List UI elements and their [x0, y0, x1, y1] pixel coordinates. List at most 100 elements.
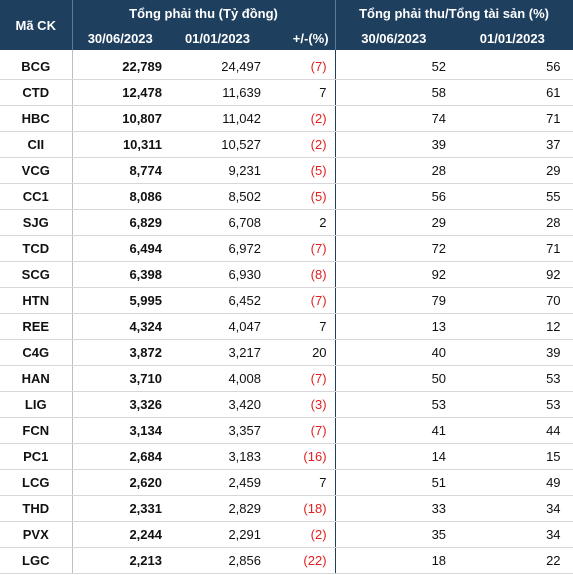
stock-code-cell: CC1 — [0, 183, 73, 210]
receivables-jan-2023-cell: 6,452 — [168, 287, 267, 314]
receivables-jun-2023-cell: 8,774 — [72, 157, 168, 184]
table-row: TCD 6,494 6,972 (7) 72 71 — [0, 235, 573, 262]
stock-code-cell: BCG — [0, 50, 73, 80]
ratio-jan-2023-cell: 71 — [452, 235, 573, 262]
receivables-jan-2023-cell: 11,639 — [168, 79, 267, 106]
change-percent-cell: 20 — [267, 339, 336, 366]
ratio-jan-2023-cell: 53 — [452, 365, 573, 392]
ratio-jan-2023-cell: 28 — [452, 209, 573, 236]
receivables-jun-2023-cell: 3,710 — [72, 365, 168, 392]
ratio-jan-2023-cell: 15 — [452, 443, 573, 470]
table-row: CII 10,311 10,527 (2) 39 37 — [0, 131, 573, 158]
ratio-jan-2023-cell: 61 — [452, 79, 573, 106]
change-percent-cell: (7) — [267, 287, 336, 314]
stock-code-cell: HBC — [0, 105, 73, 132]
ratio-jan-2023-cell: 70 — [452, 287, 573, 314]
table-body: BCG 22,789 24,497 (7) 52 56 CTD 12,478 11,639 7 58… — [0, 50, 573, 574]
change-percent-cell: 7 — [267, 469, 336, 496]
ratio-jan-2023-cell: 12 — [452, 313, 573, 340]
ratio-jun-2023-cell: 74 — [335, 105, 453, 132]
stock-code-cell: SCG — [0, 261, 73, 288]
ratio-jan-2023-cell: 53 — [452, 391, 573, 418]
change-percent-cell: (2) — [267, 131, 336, 158]
change-percent-cell: (7) — [267, 417, 336, 444]
change-percent-cell: (5) — [267, 157, 336, 184]
table-row: THD 2,331 2,829 (18) 33 34 — [0, 495, 573, 522]
ratio-jun-2023-cell: 58 — [335, 79, 453, 106]
receivables-jun-2023-cell: 10,807 — [72, 105, 168, 132]
receivables-jan-2023-cell: 2,291 — [168, 521, 267, 548]
change-percent-cell: (2) — [267, 105, 336, 132]
table-row: VCG 8,774 9,231 (5) 28 29 — [0, 157, 573, 184]
ratio-jun-2023-cell: 18 — [335, 547, 453, 574]
stock-code-cell: LGC — [0, 547, 73, 574]
table-row: LIG 3,326 3,420 (3) 53 53 — [0, 391, 573, 418]
receivables-jun-2023-cell: 4,324 — [72, 313, 168, 340]
stock-code-cell: CTD — [0, 79, 73, 106]
ratio-jun-2023-cell: 92 — [335, 261, 453, 288]
receivables-jun-2023-cell: 5,995 — [72, 287, 168, 314]
table-row: HTN 5,995 6,452 (7) 79 70 — [0, 287, 573, 314]
table-row: HAN 3,710 4,008 (7) 50 53 — [0, 365, 573, 392]
table-row: HBC 10,807 11,042 (2) 74 71 — [0, 105, 573, 132]
header-stock-code: Mã CK — [0, 0, 73, 50]
ratio-jan-2023-cell: 71 — [452, 105, 573, 132]
receivables-jan-2023-cell: 6,972 — [168, 235, 267, 262]
receivables-jan-2023-cell: 3,183 — [168, 443, 267, 470]
stock-code-cell: PC1 — [0, 443, 73, 470]
stock-code-cell: THD — [0, 495, 73, 522]
receivables-jan-2023-cell: 2,459 — [168, 469, 267, 496]
stock-code-cell: PVX — [0, 521, 73, 548]
receivables-jun-2023-cell: 12,478 — [72, 79, 168, 106]
header-ratio-date-jun-2023: 30/06/2023 — [335, 26, 453, 50]
receivables-jan-2023-cell: 3,420 — [168, 391, 267, 418]
receivables-jun-2023-cell: 2,331 — [72, 495, 168, 522]
stock-code-cell: FCN — [0, 417, 73, 444]
change-percent-cell: (3) — [267, 391, 336, 418]
receivables-jun-2023-cell: 2,244 — [72, 521, 168, 548]
ratio-jun-2023-cell: 39 — [335, 131, 453, 158]
receivables-jun-2023-cell: 8,086 — [72, 183, 168, 210]
ratio-jun-2023-cell: 53 — [335, 391, 453, 418]
receivables-jun-2023-cell: 2,684 — [72, 443, 168, 470]
change-percent-cell: (2) — [267, 521, 336, 548]
ratio-jun-2023-cell: 51 — [335, 469, 453, 496]
receivables-jun-2023-cell: 3,326 — [72, 391, 168, 418]
table-row: LGC 2,213 2,856 (22) 18 22 — [0, 547, 573, 574]
receivables-jan-2023-cell: 4,047 — [168, 313, 267, 340]
ratio-jan-2023-cell: 39 — [452, 339, 573, 366]
ratio-jun-2023-cell: 56 — [335, 183, 453, 210]
stock-code-cell: SJG — [0, 209, 73, 236]
stock-code-cell: C4G — [0, 339, 73, 366]
ratio-jan-2023-cell: 22 — [452, 547, 573, 574]
change-percent-cell: (8) — [267, 261, 336, 288]
table-row: C4G 3,872 3,217 20 40 39 — [0, 339, 573, 366]
receivables-jan-2023-cell: 2,856 — [168, 547, 267, 574]
receivables-jan-2023-cell: 3,217 — [168, 339, 267, 366]
receivables-jan-2023-cell: 6,708 — [168, 209, 267, 236]
ratio-jun-2023-cell: 72 — [335, 235, 453, 262]
ratio-jan-2023-cell: 92 — [452, 261, 573, 288]
header-change-percent: +/-(%) — [267, 26, 336, 50]
change-percent-cell: (7) — [267, 365, 336, 392]
table-header: Mã CK Tổng phải thu (Tỷ đồng) Tổng phải … — [0, 0, 573, 50]
ratio-jan-2023-cell: 34 — [452, 521, 573, 548]
ratio-jun-2023-cell: 52 — [335, 50, 453, 80]
ratio-jun-2023-cell: 13 — [335, 313, 453, 340]
ratio-jan-2023-cell: 37 — [452, 131, 573, 158]
table-row: FCN 3,134 3,357 (7) 41 44 — [0, 417, 573, 444]
receivables-jun-2023-cell: 6,829 — [72, 209, 168, 236]
ratio-jan-2023-cell: 56 — [452, 50, 573, 80]
stock-code-cell: HTN — [0, 287, 73, 314]
change-percent-cell: (5) — [267, 183, 336, 210]
stock-code-cell: HAN — [0, 365, 73, 392]
table-row: CC1 8,086 8,502 (5) 56 55 — [0, 183, 573, 210]
ratio-jan-2023-cell: 34 — [452, 495, 573, 522]
ratio-jan-2023-cell: 29 — [452, 157, 573, 184]
receivables-jun-2023-cell: 3,872 — [72, 339, 168, 366]
receivables-jun-2023-cell: 22,789 — [72, 50, 168, 80]
receivables-jun-2023-cell: 3,134 — [72, 417, 168, 444]
ratio-jan-2023-cell: 44 — [452, 417, 573, 444]
table-row: BCG 22,789 24,497 (7) 52 56 — [0, 50, 573, 80]
receivables-jan-2023-cell: 10,527 — [168, 131, 267, 158]
